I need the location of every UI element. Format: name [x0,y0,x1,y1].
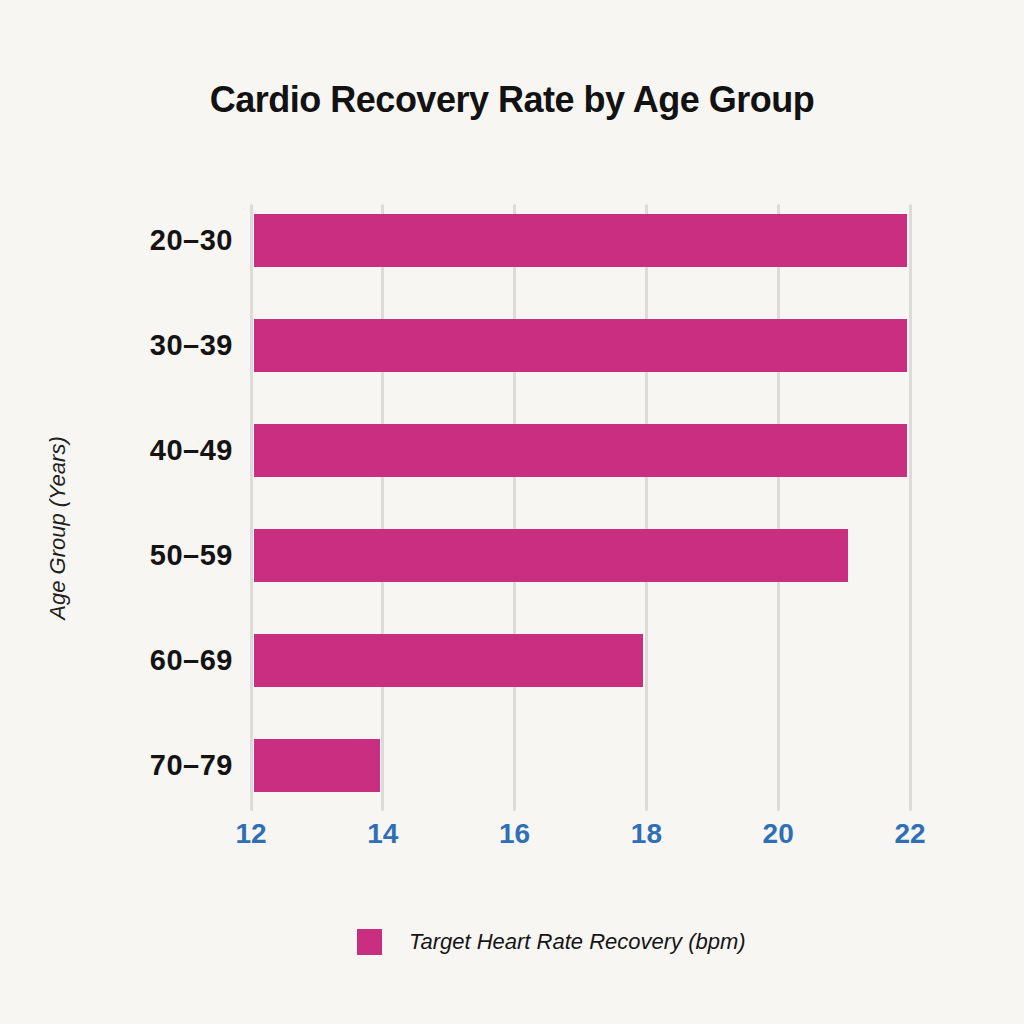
chart-title: Cardio Recovery Rate by Age Group [0,79,1024,121]
bar-70–79 [254,739,380,792]
category-label-40–49: 40–49 [150,432,233,468]
gridline-20 [777,204,780,811]
x-tick-label-22: 22 [894,818,925,850]
legend-swatch-icon [357,929,382,955]
x-tick-label-16: 16 [499,818,530,850]
gridline-16 [513,204,516,811]
legend-label: Target Heart Rate Recovery (bpm) [409,929,746,955]
x-tick-label-18: 18 [631,818,662,850]
plot-area [251,204,910,805]
category-label-50–59: 50–59 [150,537,233,573]
category-label-30–39: 30–39 [150,327,233,363]
legend: Target Heart Rate Recovery (bpm) [357,929,746,955]
category-label-20–30: 20–30 [150,222,233,258]
gridline-14 [381,204,384,811]
bar-60–69 [254,634,643,687]
bar-30–39 [254,319,907,372]
bar-50–59 [254,529,848,582]
bar-40–49 [254,424,907,477]
gridline-18 [645,204,648,811]
x-tick-label-14: 14 [367,818,398,850]
category-label-70–79: 70–79 [150,747,233,783]
x-tick-label-12: 12 [235,818,266,850]
x-tick-label-20: 20 [763,818,794,850]
y-axis-title: Age Group (Years) [45,436,71,619]
chart-canvas: Cardio Recovery Rate by Age Group Age Gr… [0,0,1024,1024]
gridline-22 [909,204,912,811]
category-label-60–69: 60–69 [150,642,233,678]
bar-20–30 [254,214,907,267]
gridline-12 [250,204,253,811]
